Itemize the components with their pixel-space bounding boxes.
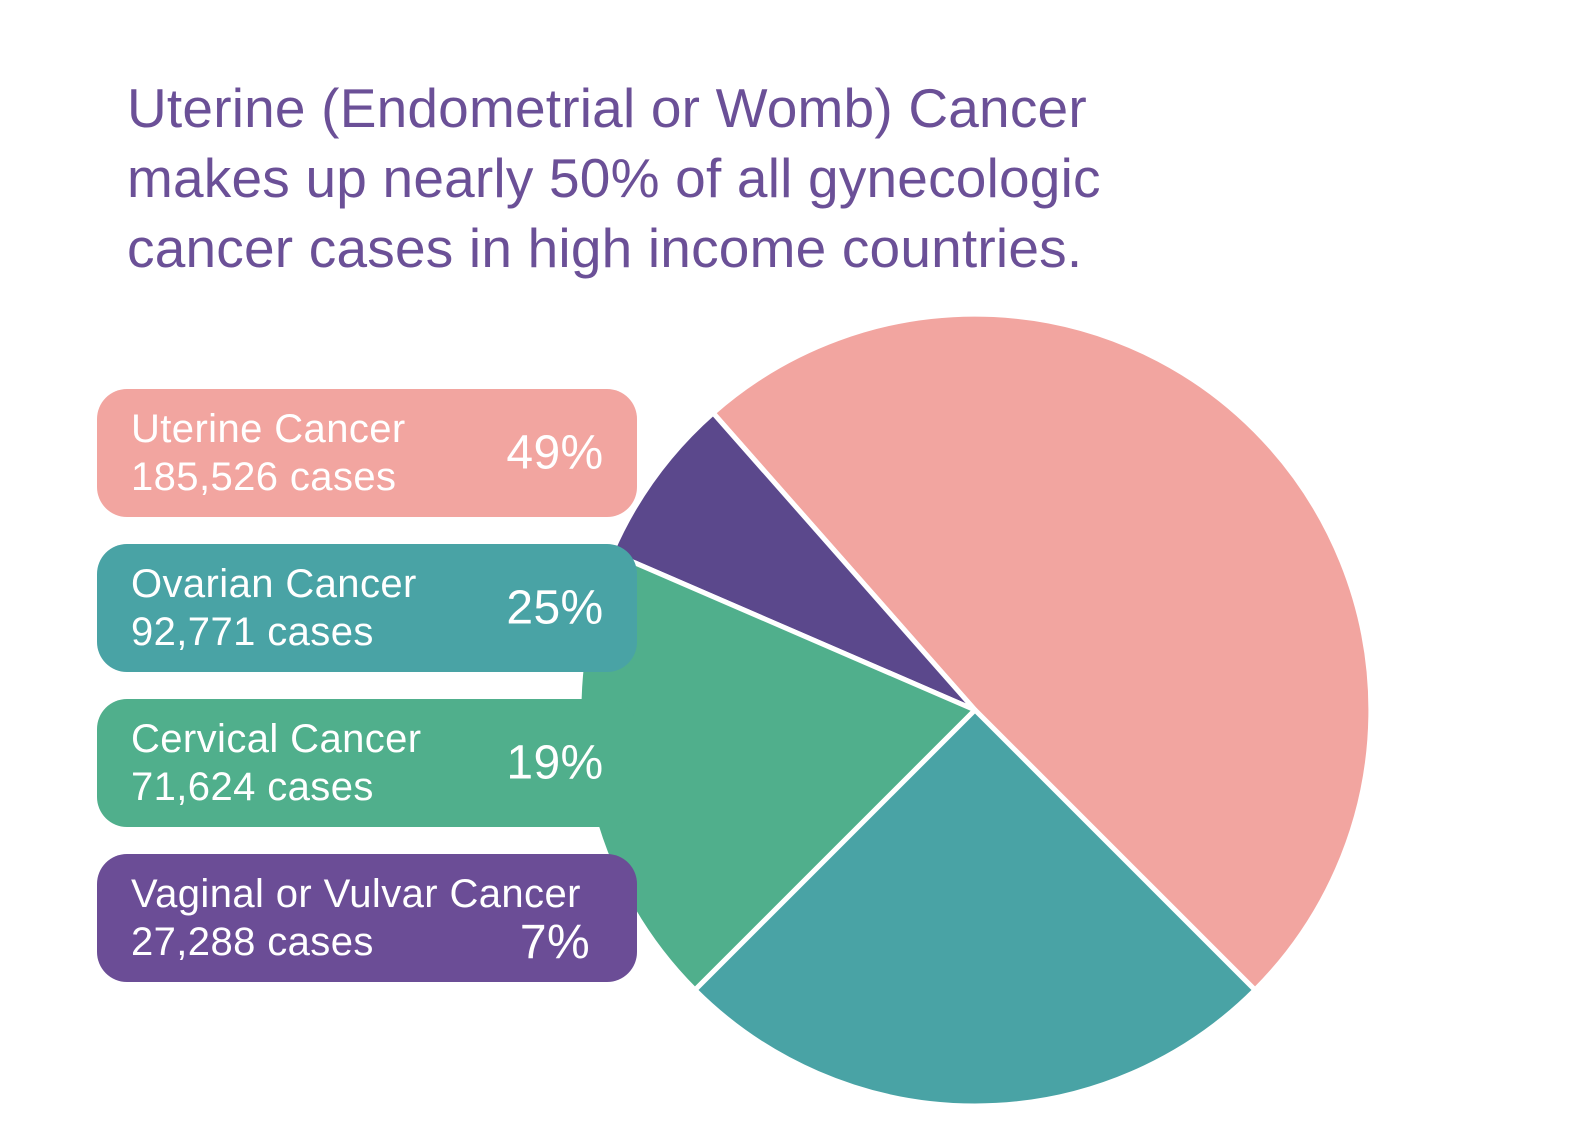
page-title: Uterine (Endometrial or Womb) Cancer mak… bbox=[127, 73, 1101, 283]
pie-chart bbox=[569, 304, 1381, 1116]
headline-line-1: Uterine (Endometrial or Womb) Cancer bbox=[127, 77, 1087, 139]
legend-item-ovarian-cancer: Ovarian Cancer 92,771 cases 25% bbox=[97, 544, 637, 672]
pie-slice-uterine-cancer bbox=[710, 311, 1374, 993]
legend-item-cases: 185,526 cases bbox=[131, 455, 397, 499]
legend-item-cases: 27,288 cases bbox=[131, 920, 374, 964]
legend-item-percent: 19% bbox=[506, 736, 604, 790]
pie-slice-ovarian-cancer bbox=[692, 707, 1258, 1109]
pie-chart-svg bbox=[576, 311, 1374, 1109]
headline-line-2: makes up nearly 50% of all gynecologic bbox=[127, 147, 1101, 209]
headline-line-3: cancer cases in high income countries. bbox=[127, 217, 1083, 279]
legend-item-percent: 7% bbox=[519, 916, 591, 969]
legend-item-name: Cervical Cancer bbox=[131, 717, 422, 761]
legend: Uterine Cancer 185,526 cases 49% Ovarian Ca… bbox=[97, 389, 637, 982]
legend-item-percent: 25% bbox=[506, 581, 604, 635]
legend-item-cases: 71,624 cases bbox=[131, 765, 374, 809]
legend-item-name: Vaginal or Vulvar Cancer bbox=[131, 872, 581, 916]
legend-item-cervical-cancer: Cervical Cancer 71,624 cases 19% bbox=[97, 699, 637, 827]
legend-item-vaginal-or-vulvar-cancer: Vaginal or Vulvar Cancer 27,288 cases 7% bbox=[97, 854, 637, 982]
legend-item-name: Ovarian Cancer bbox=[131, 562, 417, 606]
legend-item-percent: 49% bbox=[506, 426, 604, 480]
legend-item-uterine-cancer: Uterine Cancer 185,526 cases 49% bbox=[97, 389, 637, 517]
legend-item-cases: 92,771 cases bbox=[131, 610, 374, 654]
legend-item-name: Uterine Cancer bbox=[131, 407, 406, 451]
